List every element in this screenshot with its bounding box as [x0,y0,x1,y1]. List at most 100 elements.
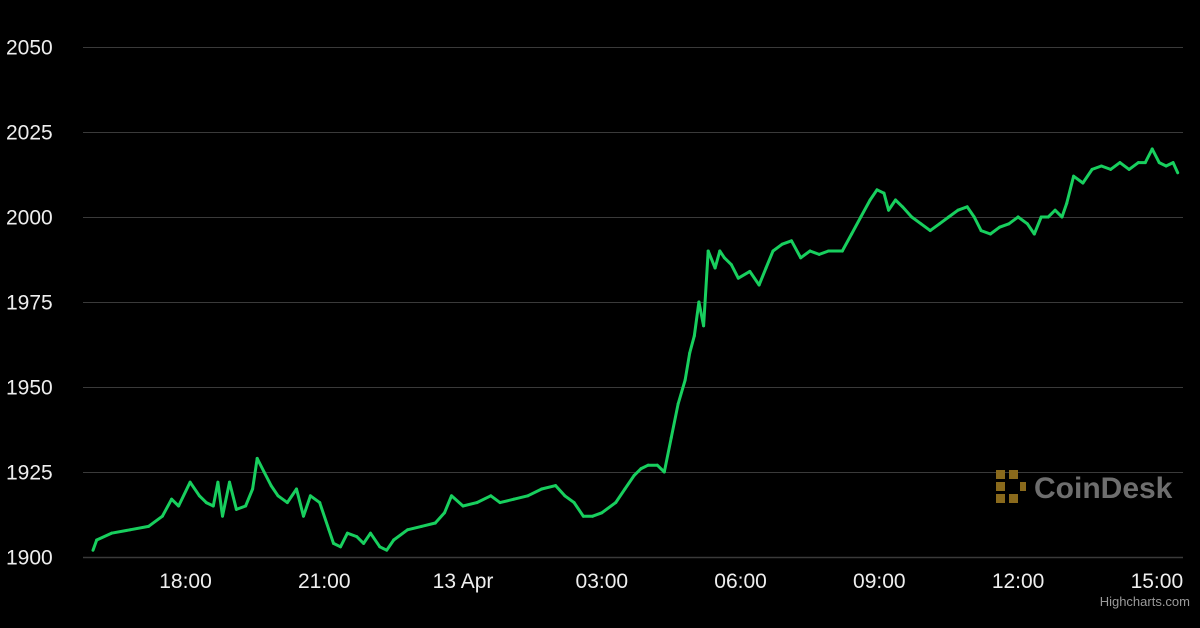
series-segment [572,501,585,518]
series-segment [1150,147,1161,165]
series-segment [882,191,891,212]
series-segment [295,487,305,518]
series-segment [808,249,821,256]
series-segment [188,480,201,498]
series-segment [956,205,969,212]
x-tick-label: 06:00 [714,570,767,593]
series-segment [1060,201,1069,219]
series-segment [197,494,208,505]
series-segment [308,494,322,505]
x-tick-label: 21:00 [298,570,351,593]
y-axis-ticks: 2050 2025 2000 1975 1950 1925 1900 [6,37,53,570]
series-segment [965,205,976,219]
series-segment [736,269,752,280]
series-segment [988,225,1002,236]
series-segment [498,497,516,505]
y-tick-label: 1975 [6,292,53,315]
series-segment [433,511,446,525]
series-segment [901,205,914,219]
grid-lines [83,47,1183,559]
series-segment [979,229,992,236]
series-segment [540,484,558,491]
series-segment [928,222,941,233]
series-segment [669,402,680,440]
series-segment [702,249,710,328]
y-tick-label: 2025 [6,122,53,145]
series-segment [1046,208,1057,219]
series-segment [706,249,717,270]
series-segment [662,436,673,474]
series-segment [692,300,701,338]
series-segment [392,528,409,542]
series-segment [1171,161,1180,175]
series-segment [910,215,923,226]
series-segment [419,521,437,528]
series-segment [160,497,174,518]
series-segment [1109,161,1122,171]
series-segment [512,494,530,501]
y-tick-label: 2000 [6,207,53,230]
series-segment [1065,174,1076,205]
series-segment [276,494,289,505]
series-segment [632,467,643,477]
series-segment [526,487,544,498]
series-segment [91,538,99,552]
series-segment [947,208,960,219]
x-tick-label: 12:00 [992,570,1045,593]
series-segment [1081,167,1094,185]
series-segment [1143,147,1154,165]
y-tick-label: 1900 [6,547,53,570]
series-segment [600,501,618,515]
series-segment [868,188,879,202]
x-tick-label: 09:00 [853,570,906,593]
x-tick-label: 15:00 [1131,570,1184,593]
series-segment [489,494,502,505]
series-segment [1127,161,1140,171]
series-segment [688,334,696,355]
series-segment [128,524,150,532]
series-segment [339,531,349,549]
series-segment [285,487,298,505]
series-segment [799,249,812,260]
series-segment [757,266,768,287]
series-segment [406,524,423,532]
series-segment [170,497,181,508]
series-segment [817,249,830,256]
series-segment [95,531,113,542]
series-segment [919,222,932,233]
coindesk-watermark: CoinDesk [996,470,1173,505]
series-segment [748,269,761,287]
series-segment [475,494,493,505]
series-segment [623,473,636,491]
series-segment [262,470,273,488]
series-segment [1118,161,1131,171]
series-segment [147,514,164,528]
series-segment [318,501,331,532]
x-tick-label: 03:00 [576,570,629,593]
series-segment [998,222,1011,229]
series-segment [302,494,312,518]
series-segment [771,242,784,253]
series-line [91,147,1180,552]
series-segment [385,538,396,552]
series-segment [244,487,255,508]
series-segment [1007,215,1020,226]
series-segment [443,494,453,515]
series-segment [894,198,904,209]
series-segment [234,504,248,511]
series-segment [676,378,687,406]
series-segment [713,249,722,270]
series-segment [554,484,567,498]
highcharts-credit[interactable]: Highcharts.com [1100,594,1190,609]
series-segment [251,456,259,491]
series-segment [362,531,372,545]
y-tick-label: 2050 [6,37,53,60]
series-segment [840,232,854,253]
y-tick-label: 1950 [6,377,53,400]
series-segment [1025,222,1036,236]
series-segment [110,528,132,535]
series-segment [1099,164,1113,171]
series-segment [369,531,382,549]
series-segment [327,528,335,545]
